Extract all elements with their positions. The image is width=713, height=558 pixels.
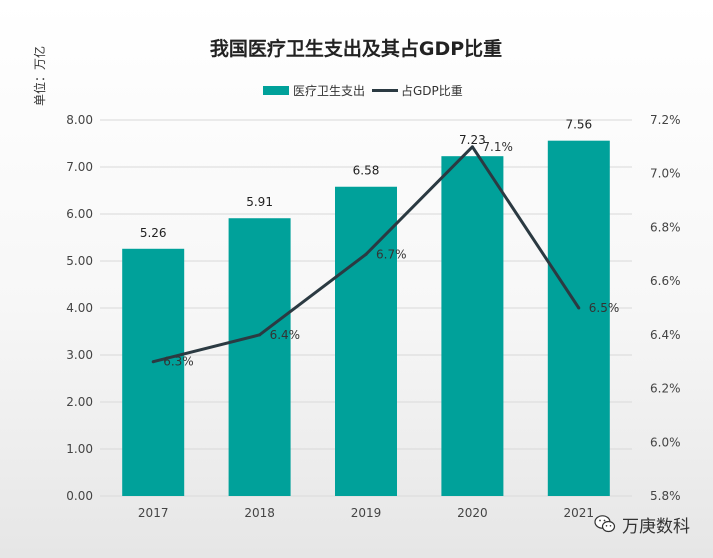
y-left-tick-label: 6.00 [66,207,93,221]
line-point [151,360,155,364]
bar-data-labels: 5.26 5.91 6.58 7.23 7.56 [140,118,592,240]
line-value-label: 6.5% [589,301,620,315]
y-left-tick-label: 8.00 [66,113,93,127]
bar [122,248,185,496]
line-point [364,252,368,256]
chart-title: 我国医疗卫生支出及其占GDP比重 [210,37,502,60]
y-left-tick-label: 1.00 [66,442,93,456]
y-left-tick-label: 0.00 [66,489,93,503]
bar [228,218,291,497]
bar-value-label: 5.91 [246,195,273,209]
watermark-text: 万庚数科 [622,516,690,536]
y-right-tick-label: 7.2% [650,113,681,127]
y-right-tick-label: 6.0% [650,435,681,449]
y-right-tick-label: 5.8% [650,489,681,503]
bar-series [122,140,610,497]
x-tick-label: 2020 [457,506,488,520]
bar-value-label: 7.56 [565,118,592,132]
wechat-icon [594,515,616,533]
bar-value-label: 5.26 [140,226,167,240]
x-tick-label: 2019 [351,506,382,520]
y-right-tick-label: 6.8% [650,220,681,234]
line-point [577,306,581,310]
y-right-tick-label: 6.6% [650,274,681,288]
line-value-label: 7.1% [482,140,513,154]
bar-value-label: 7.23 [459,133,486,147]
y-axis-unit-label: 单位：万亿 [32,46,47,106]
x-tick-label: 2021 [564,506,595,520]
right-axis-ticks: 5.8% 6.0% 6.2% 6.4% 6.6% 6.8% 7.0% 7.2% [650,113,681,503]
y-right-tick-label: 6.2% [650,382,681,396]
bar [441,156,504,496]
line-value-label: 6.7% [376,247,407,261]
x-tick-label: 2018 [244,506,275,520]
bar [335,186,397,497]
legend: 医疗卫生支出 占GDP比重 [263,83,463,98]
y-right-tick-label: 6.4% [650,328,681,342]
line-series: 6.3% 6.4% 6.7% 7.1% 6.5% [151,140,620,369]
line-point [470,145,474,149]
line-value-label: 6.3% [163,355,194,369]
y-right-tick-label: 7.0% [650,167,681,181]
bar-value-label: 6.58 [353,164,380,178]
y-left-tick-label: 7.00 [66,160,93,174]
watermark: 万庚数科 [594,512,690,536]
line-point [258,333,262,337]
y-left-tick-label: 5.00 [66,254,93,268]
bar [547,140,610,496]
x-axis-ticks: 2017 2018 2019 2020 2021 [138,506,594,520]
left-axis-ticks: 0.00 1.00 2.00 3.00 4.00 5.00 6.00 7.00 8.00 [66,113,93,503]
y-left-tick-label: 2.00 [66,395,93,409]
y-left-tick-label: 3.00 [66,348,93,362]
legend-line-label: 占GDP比重 [401,83,463,98]
line-value-label: 6.4% [270,328,301,342]
legend-bar-swatch [263,86,289,95]
y-left-tick-label: 4.00 [66,301,93,315]
x-tick-label: 2017 [138,506,169,520]
legend-bar-label: 医疗卫生支出 [293,84,365,98]
